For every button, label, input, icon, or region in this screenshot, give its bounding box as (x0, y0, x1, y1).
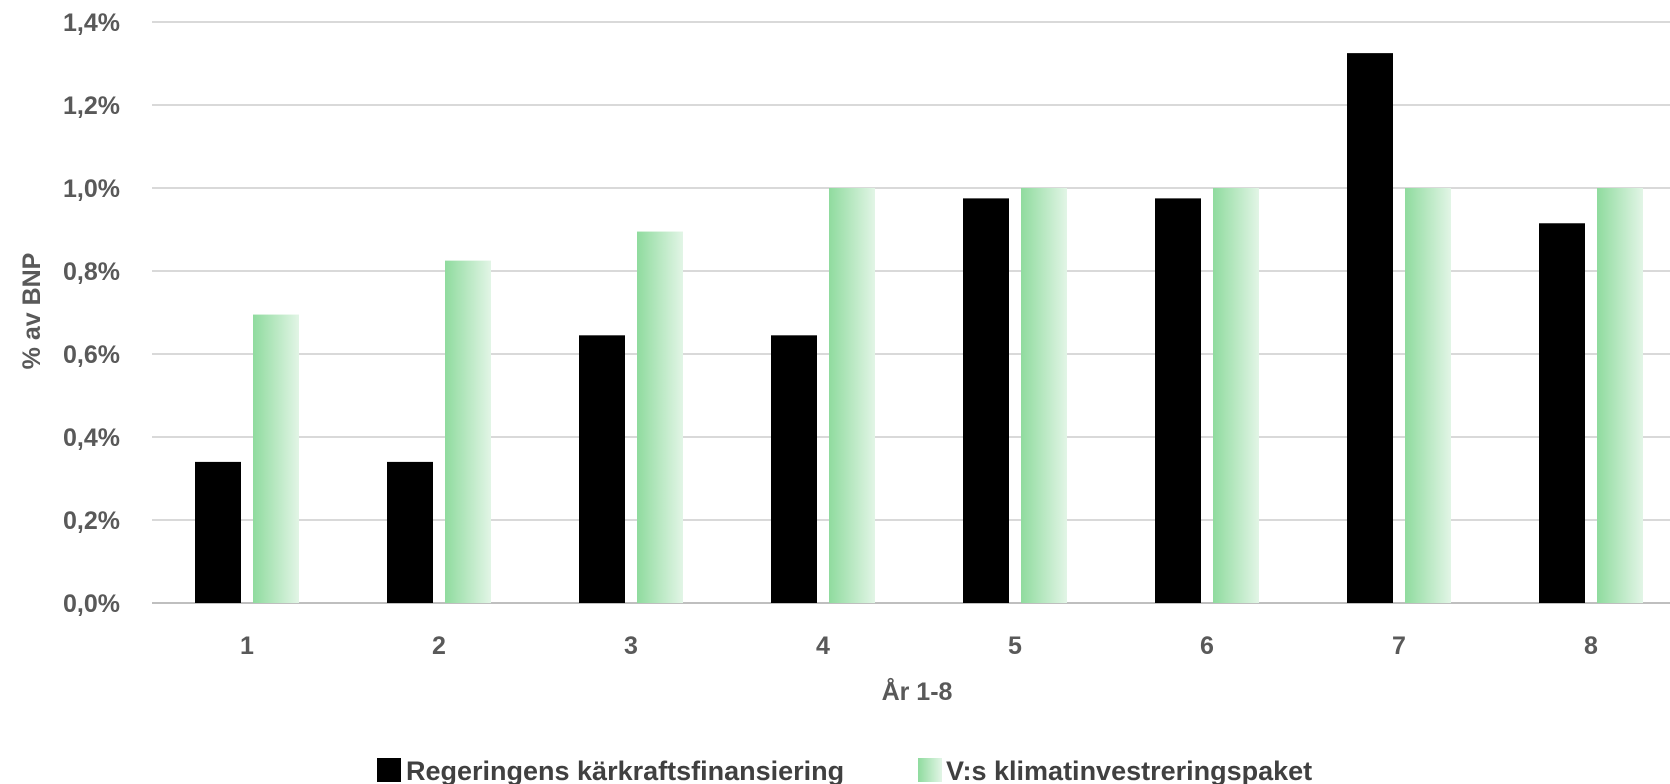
bar-vs-year-5 (1021, 188, 1067, 603)
y-tick-label: 0,0% (63, 590, 120, 618)
x-tick-label: 7 (1392, 632, 1406, 660)
bar-vs-year-4 (829, 188, 875, 603)
legend-label-vs: V:s klimatinvestreringspaket (946, 756, 1312, 784)
bar-vs-year-7 (1405, 188, 1451, 603)
x-tick-label: 4 (816, 632, 830, 660)
bar-regeringens-year-3 (579, 335, 625, 603)
legend-label-regeringens: Regeringens kärkraftsfinansiering (406, 756, 844, 784)
legend-swatch-vs (918, 758, 942, 782)
y-tick-label: 0,4% (63, 424, 120, 452)
bar-regeringens-year-4 (771, 335, 817, 603)
bar-regeringens-year-1 (195, 461, 241, 603)
bars (195, 53, 1643, 603)
x-axis-title: År 1-8 (882, 677, 953, 706)
y-tick-label: 1,4% (63, 9, 120, 37)
bar-vs-year-3 (637, 231, 683, 603)
x-tick-label: 3 (624, 632, 638, 660)
bar-vs-year-1 (253, 314, 299, 603)
x-tick-label: 8 (1584, 632, 1598, 660)
y-tick-label: 0,8% (63, 258, 120, 286)
y-tick-label: 0,6% (63, 341, 120, 369)
x-axis-ticks: 1 2 3 4 5 6 7 8 (240, 632, 1598, 660)
y-tick-label: 1,2% (63, 92, 120, 120)
y-tick-label: 1,0% (63, 175, 120, 203)
bar-vs-year-6 (1213, 188, 1259, 603)
x-tick-label: 6 (1200, 632, 1214, 660)
legend: Regeringens kärkraftsfinansiering V:s kl… (377, 756, 1312, 784)
bar-vs-year-8 (1597, 188, 1643, 603)
bar-regeringens-year-6 (1155, 198, 1201, 603)
y-axis-title: % av BNP (18, 253, 46, 370)
y-axis-ticks: 0,0% 0,2% 0,4% 0,6% 0,8% 1,0% 1,2% 1,4% (63, 9, 120, 618)
bar-regeringens-year-7 (1347, 53, 1393, 603)
bar-vs-year-2 (445, 260, 491, 603)
bar-regeringens-year-8 (1539, 223, 1585, 603)
x-tick-label: 1 (240, 632, 254, 660)
y-tick-label: 0,2% (63, 507, 120, 535)
x-tick-label: 5 (1008, 632, 1022, 660)
x-tick-label: 2 (432, 632, 446, 660)
bar-regeringens-year-2 (387, 461, 433, 603)
bar-regeringens-year-5 (963, 198, 1009, 603)
legend-swatch-regeringens (377, 758, 401, 782)
